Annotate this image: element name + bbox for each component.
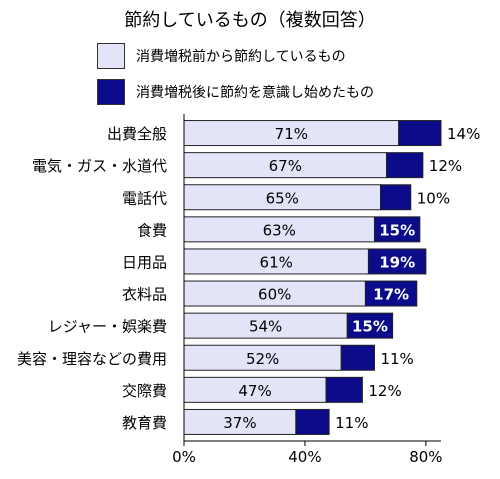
data-label-before-tax: 67% <box>269 157 302 175</box>
data-label-before-tax: 65% <box>266 189 299 207</box>
category-label: 衣料品 <box>122 286 167 304</box>
data-label-after-tax: 15% <box>379 221 415 239</box>
legend-label-after-tax: 消費増税後に節約を意識し始めたもの <box>136 85 374 101</box>
bar-after-tax <box>373 216 421 243</box>
category-label: 電気・ガス・水道代 <box>32 157 167 175</box>
category-label: 食費 <box>137 221 167 239</box>
data-label-before-tax: 60% <box>258 286 291 304</box>
category-label: 日用品 <box>122 253 167 271</box>
category-label: 出費全般 <box>107 125 167 143</box>
category-label: 教育費 <box>122 414 167 432</box>
chart-title: 節約しているもの（複数回答） <box>124 10 376 31</box>
x-tick-label: 0% <box>172 448 196 466</box>
data-label-after-tax: 11% <box>380 350 413 368</box>
legend-swatch-before-tax <box>97 43 125 69</box>
data-label-after-tax: 12% <box>429 157 462 175</box>
data-label-before-tax: 61% <box>260 253 293 271</box>
data-label-after-tax: 12% <box>368 382 401 400</box>
legend: 消費増税前から節約しているもの 消費増税後に節約を意識し始めたもの <box>97 41 374 113</box>
bar-before-tax <box>183 408 297 435</box>
legend-item-after-tax: 消費増税後に節約を意識し始めたもの <box>97 77 374 107</box>
data-label-before-tax: 52% <box>246 350 279 368</box>
bar-before-tax <box>183 120 400 147</box>
category-label: 電話代 <box>122 189 167 207</box>
data-label-before-tax: 54% <box>249 318 282 336</box>
bar-after-tax <box>380 184 412 211</box>
data-label-after-tax: 14% <box>447 125 480 143</box>
category-label: 美容・理容などの費用 <box>17 350 167 368</box>
data-label-after-tax: 17% <box>373 286 409 304</box>
legend-item-before-tax: 消費増税前から節約しているもの <box>97 41 374 71</box>
bar-after-tax <box>340 344 375 371</box>
category-label: 交際費 <box>122 382 167 400</box>
bar-after-tax <box>386 152 424 179</box>
category-label: レジャー・娯楽費 <box>48 318 167 336</box>
x-tick-label: 80% <box>409 448 442 466</box>
bar-after-tax <box>398 120 442 147</box>
x-tick-label: 40% <box>288 448 321 466</box>
bar-after-tax <box>346 312 394 339</box>
data-label-before-tax: 71% <box>275 125 308 143</box>
data-label-after-tax: 11% <box>335 414 368 432</box>
legend-label-before-tax: 消費増税前から節約しているもの <box>136 49 346 65</box>
data-label-before-tax: 47% <box>238 382 271 400</box>
bar-after-tax <box>325 376 363 403</box>
bar-after-tax <box>364 280 418 307</box>
data-label-after-tax: 15% <box>352 318 388 336</box>
bar-after-tax <box>295 408 330 435</box>
data-label-after-tax: 10% <box>417 189 450 207</box>
data-label-after-tax: 19% <box>379 253 415 271</box>
data-label-before-tax: 37% <box>223 414 256 432</box>
bar-before-tax <box>183 184 382 211</box>
bar-after-tax <box>367 248 427 275</box>
legend-swatch-after-tax <box>97 79 125 105</box>
data-label-before-tax: 63% <box>263 221 296 239</box>
